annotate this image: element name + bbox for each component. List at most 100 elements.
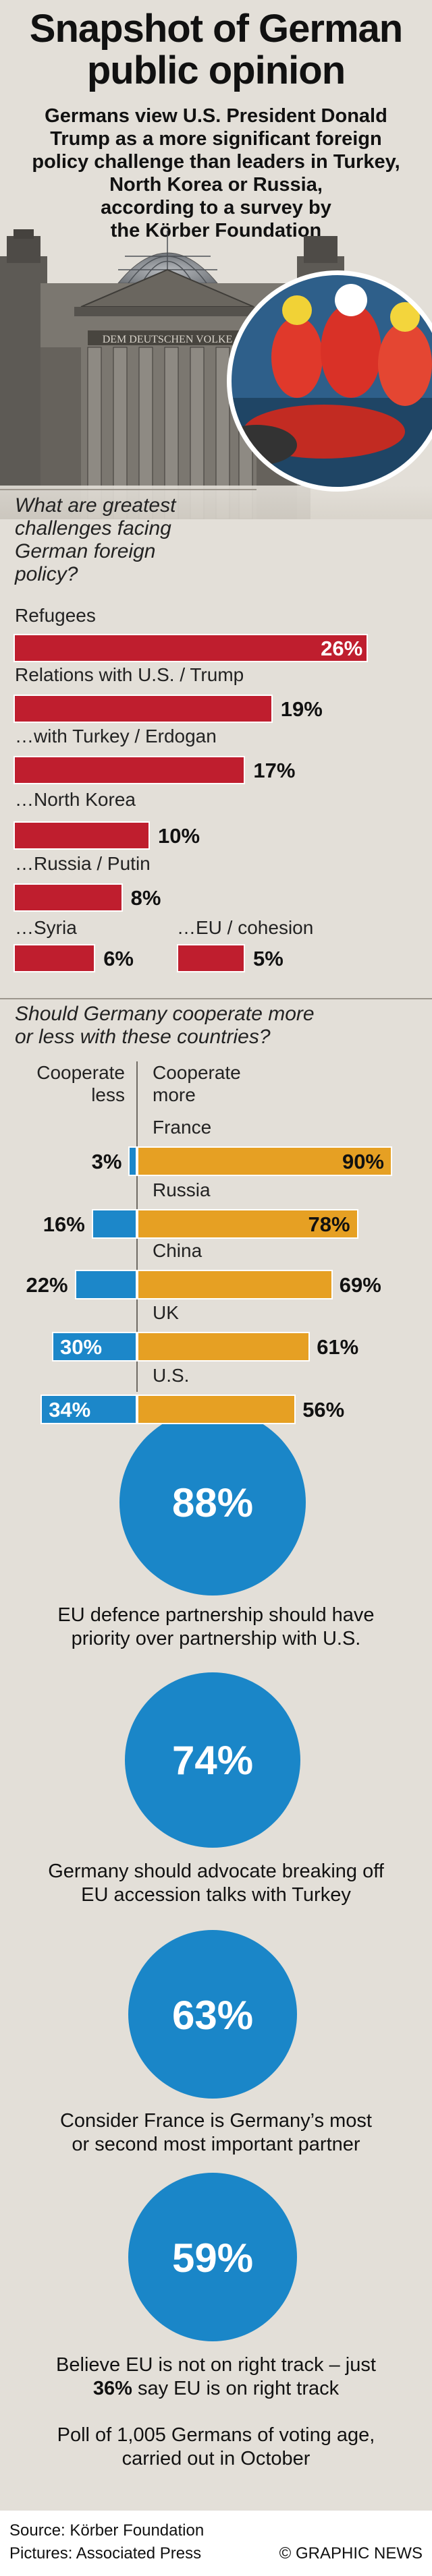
category-label: …with Turkey / Erdogan: [15, 726, 217, 747]
more-value-label: 90%: [342, 1150, 384, 1173]
stat-caption: EU defence partnership should have prior…: [14, 1604, 418, 1651]
stat-circle: 74%: [125, 1672, 300, 1848]
more-bar: [137, 1209, 358, 1239]
more-value-label: 78%: [308, 1212, 350, 1236]
caption-line: 36% say EU is on right track: [7, 2377, 425, 2401]
title-line-1: Snapshot of German: [29, 7, 403, 51]
less-bar: [128, 1146, 137, 1176]
country-label: France: [153, 1117, 212, 1138]
question-line: What are greatest: [15, 494, 176, 517]
subtitle-line: according to a survey by: [101, 197, 331, 218]
caption-line: Germany should advocate breaking off: [48, 1861, 384, 1882]
value-label: 8%: [130, 886, 161, 910]
more-value-label: 69%: [339, 1273, 381, 1297]
page-title: Snapshot of German public opinion: [0, 8, 432, 92]
more-bar: [137, 1146, 392, 1176]
category-label: …EU / cohesion: [177, 917, 314, 938]
less-header-line: Cooperate: [36, 1062, 125, 1083]
stat-caption: Germany should advocate breaking off EU …: [14, 1860, 418, 1907]
more-header-line: Cooperate: [153, 1062, 241, 1083]
less-value-label: 30%: [60, 1335, 103, 1359]
less-bar: [74, 1270, 137, 1299]
question-line: policy?: [15, 563, 78, 585]
less-value-label: 34%: [49, 1398, 91, 1422]
less-value-label: 3%: [91, 1150, 122, 1173]
less-bar: [52, 1332, 137, 1362]
category-label: …Syria: [15, 917, 77, 938]
stat-value: 74%: [171, 1738, 254, 1783]
poll-note-line: Poll of 1,005 Germans of voting age,: [57, 2424, 375, 2446]
refugee-rescue-photo: [227, 270, 432, 492]
caption-line: priority over partnership with U.S.: [71, 1628, 361, 1649]
value-label: 17%: [253, 759, 296, 782]
poll-note: Poll of 1,005 Germans of voting age, car…: [7, 2424, 425, 2471]
title-line-2: public opinion: [86, 49, 346, 92]
more-bar: [137, 1270, 333, 1299]
category-label: …Russia / Putin: [15, 853, 151, 874]
challenge-bar: [14, 756, 246, 784]
more-bar: [137, 1332, 310, 1362]
stat-caption: Believe EU is not on right track – just …: [7, 2353, 425, 2401]
caption-line: EU accession talks with Turkey: [81, 1884, 351, 1906]
question-line: or less with these countries?: [15, 1026, 271, 1048]
subtitle-line: Germans view U.S. President Donald: [45, 105, 387, 127]
challenge-bar: [14, 634, 369, 662]
more-column-header: Cooperate more: [153, 1061, 288, 1106]
cooperation-question: Should Germany cooperate more or less wi…: [15, 1003, 420, 1049]
category-label: Relations with U.S. / Trump: [15, 664, 244, 685]
section-divider: [0, 489, 256, 490]
less-value-label: 16%: [43, 1212, 85, 1236]
question-line: Should Germany cooperate more: [15, 1003, 315, 1025]
source-text: Source: Körber Foundation: [9, 2521, 205, 2540]
graphic-news-credit: © GRAPHIC NEWS: [279, 2544, 423, 2563]
subtitle-line: policy challenge than leaders in Turkey,: [32, 151, 400, 173]
country-label: China: [153, 1240, 202, 1261]
country-label: Russia: [153, 1179, 211, 1200]
more-bar: [137, 1395, 296, 1424]
subtitle-line: North Korea or Russia,: [109, 174, 323, 196]
challenge-bar: [14, 695, 273, 723]
less-bar: [91, 1209, 137, 1239]
country-label: UK: [153, 1302, 179, 1323]
stat-circle: 88%: [119, 1409, 306, 1596]
value-label: 5%: [253, 947, 284, 970]
question-line: German foreign: [15, 540, 156, 562]
stat-value: 59%: [171, 2235, 254, 2281]
subtitle-line: the Körber Foundation: [110, 220, 322, 241]
less-value-label: 22%: [26, 1273, 68, 1297]
category-label: …North Korea: [15, 789, 136, 810]
poll-note-line: carried out in October: [122, 2448, 310, 2469]
challenge-bar: [14, 883, 123, 912]
stat-circle: 59%: [128, 2173, 297, 2341]
more-value-label: 56%: [302, 1398, 345, 1422]
stat-circle: 63%: [128, 1930, 297, 2099]
question-line: challenges facing: [15, 517, 171, 539]
stat-caption: Consider France is Germany’s most or sec…: [14, 2109, 418, 2157]
caption-tail: say EU is on right track: [132, 2378, 340, 2399]
caption-highlight: 36%: [92, 2378, 132, 2399]
category-label: Refugees: [15, 605, 96, 626]
challenge-bar: [14, 944, 96, 972]
more-value-label: 61%: [317, 1335, 359, 1359]
caption-line: Believe EU is not on right track – just: [56, 2354, 376, 2376]
photo-area: DEM DEUTSCHEN VOLKE: [0, 229, 432, 519]
challenge-bar: [177, 944, 245, 972]
caption-line: or second most important partner: [72, 2134, 360, 2155]
value-label: 6%: [103, 947, 134, 970]
footer: Source: Körber Foundation Pictures: Asso…: [0, 2511, 432, 2576]
less-header-line: less: [91, 1084, 125, 1105]
pictures-credit: Pictures: Associated Press: [9, 2544, 202, 2563]
stat-value: 88%: [171, 1480, 254, 1525]
caption-line: EU defence partnership should have: [57, 1604, 375, 1626]
subtitle-line: Trump as a more significant foreign: [50, 128, 382, 150]
section-divider: [0, 998, 432, 999]
challenges-question: What are greatest challenges facing Germ…: [15, 494, 244, 586]
more-header-line: more: [153, 1084, 196, 1105]
less-column-header: Cooperate less: [14, 1061, 125, 1106]
less-bar: [40, 1395, 137, 1424]
country-label: U.S.: [153, 1365, 190, 1386]
value-label: 26%: [321, 637, 363, 660]
challenge-bar: [14, 821, 150, 850]
value-label: 10%: [158, 824, 200, 848]
value-label: 19%: [280, 697, 323, 721]
